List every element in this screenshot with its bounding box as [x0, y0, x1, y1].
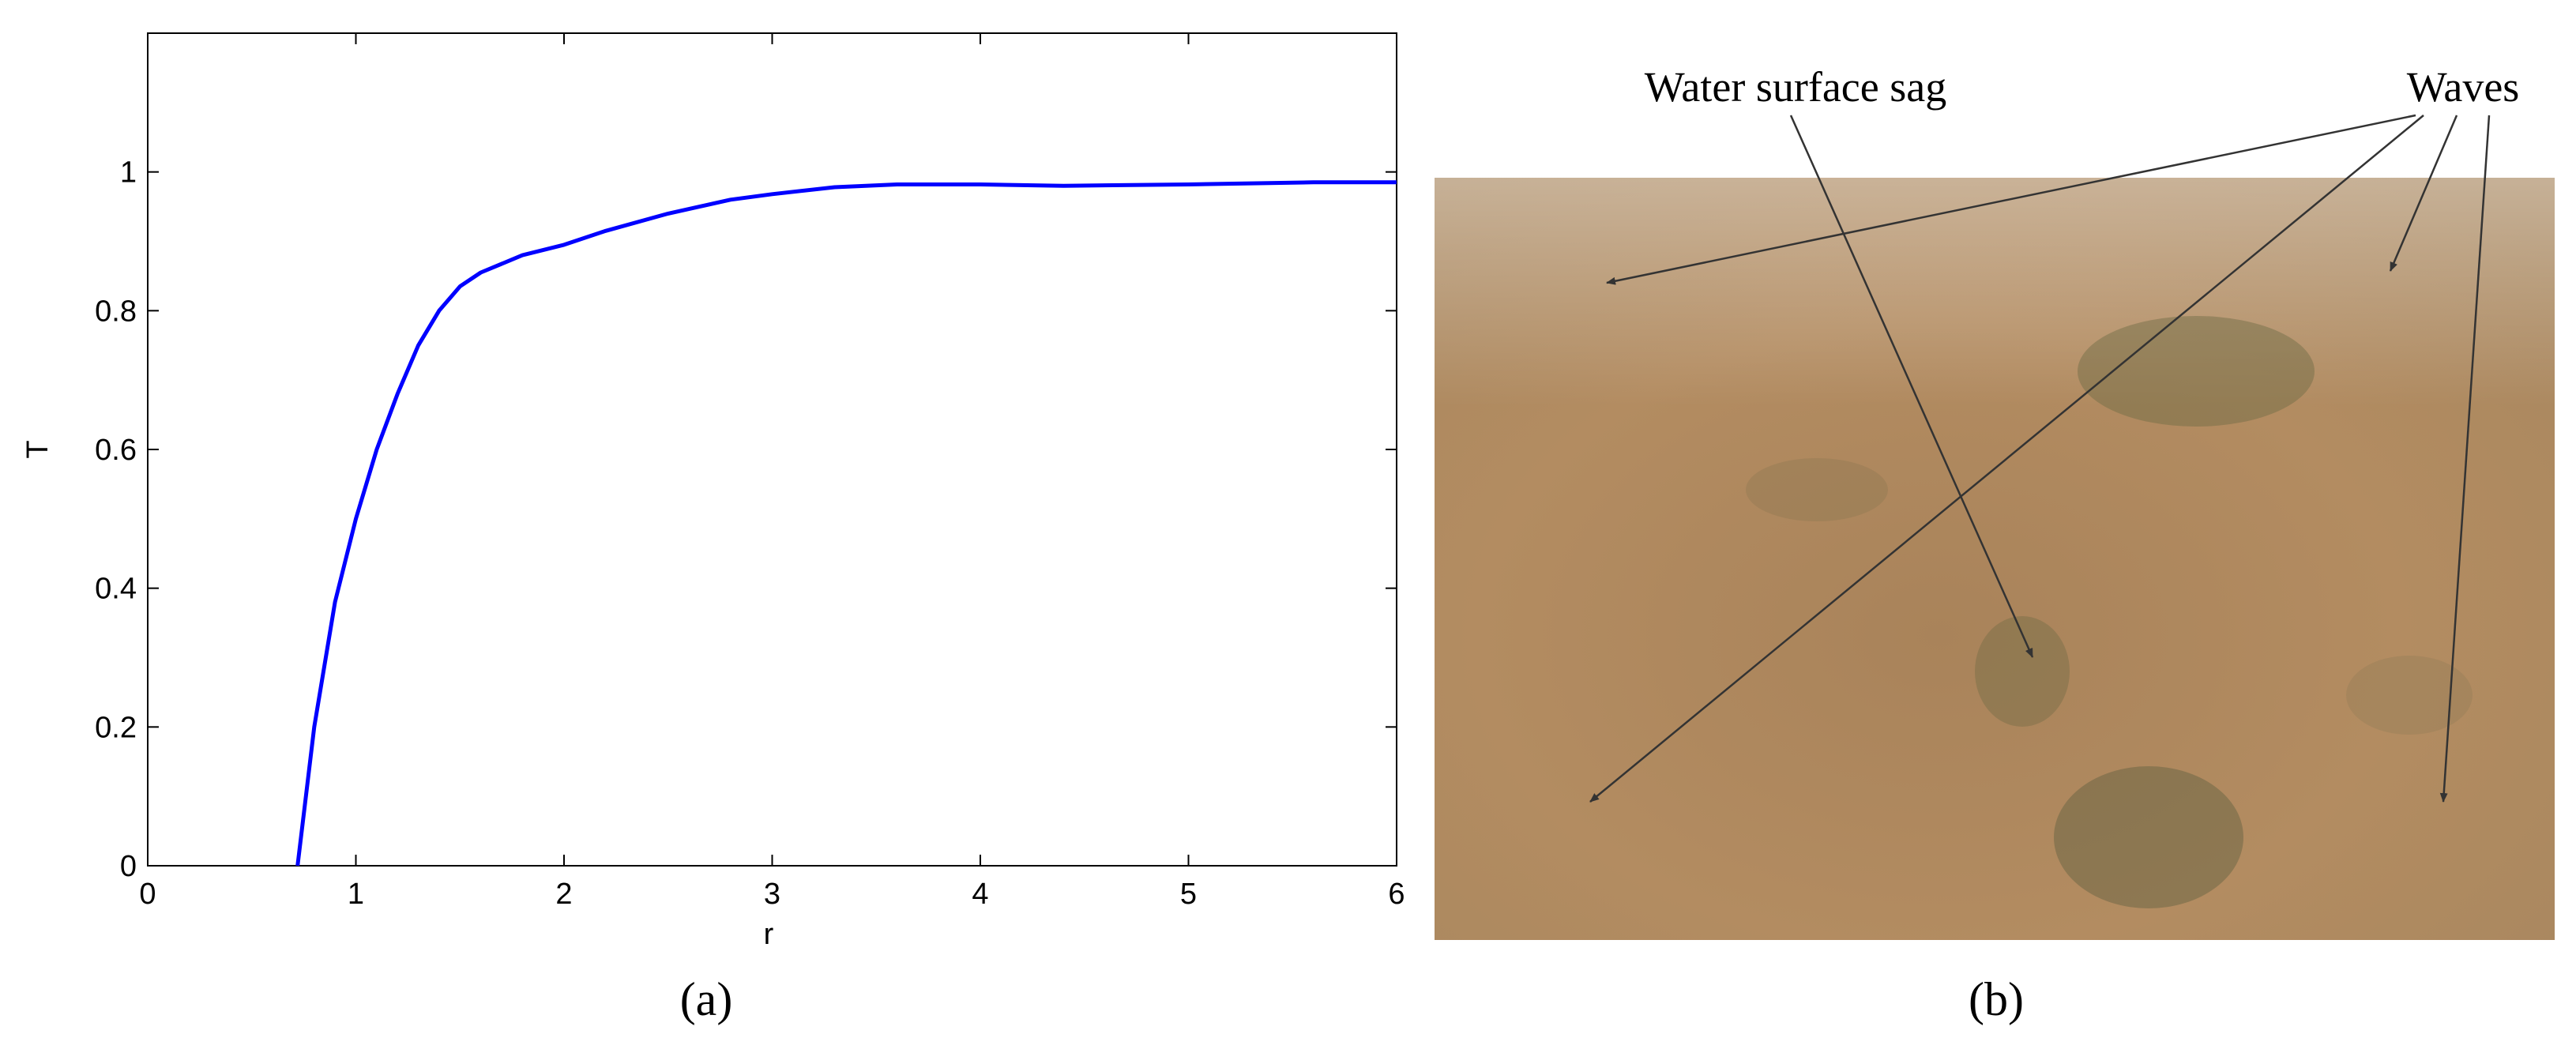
photo	[1435, 178, 2555, 940]
panel-label: (b)	[1969, 973, 2024, 1025]
y-axis-label: T	[21, 440, 55, 458]
panel-label: (a)	[680, 973, 733, 1025]
y-tick-label: 0.6	[95, 434, 137, 467]
annotation-arrows	[1589, 114, 2491, 803]
x-tick-label: 5	[1180, 878, 1197, 911]
x-tick-label: 0	[139, 878, 156, 911]
line	[295, 180, 1397, 867]
x-tick-label: 3	[764, 878, 780, 911]
y-tick-label: 0.8	[95, 295, 137, 328]
y-tick-label: 0.2	[95, 711, 137, 744]
x-tick-label: 6	[1388, 878, 1405, 911]
plot-area: 0 1 2 3 4 5 6 0 0.2 0.4 0.6 0.8 1	[95, 32, 1405, 911]
y-tick-label: 1	[120, 156, 137, 190]
axes-box	[147, 32, 1397, 867]
y-tick-label: 0.4	[95, 573, 137, 606]
x-tick-label: 2	[555, 878, 572, 911]
x-tick-label: 4	[972, 878, 988, 911]
annotation: Waves	[2407, 63, 2520, 111]
x-axis-label: r	[764, 918, 774, 951]
annotation: Water surface sag	[1645, 63, 1946, 111]
x-tick-label: 1	[348, 878, 364, 911]
y-tick-label: 0	[120, 850, 137, 883]
